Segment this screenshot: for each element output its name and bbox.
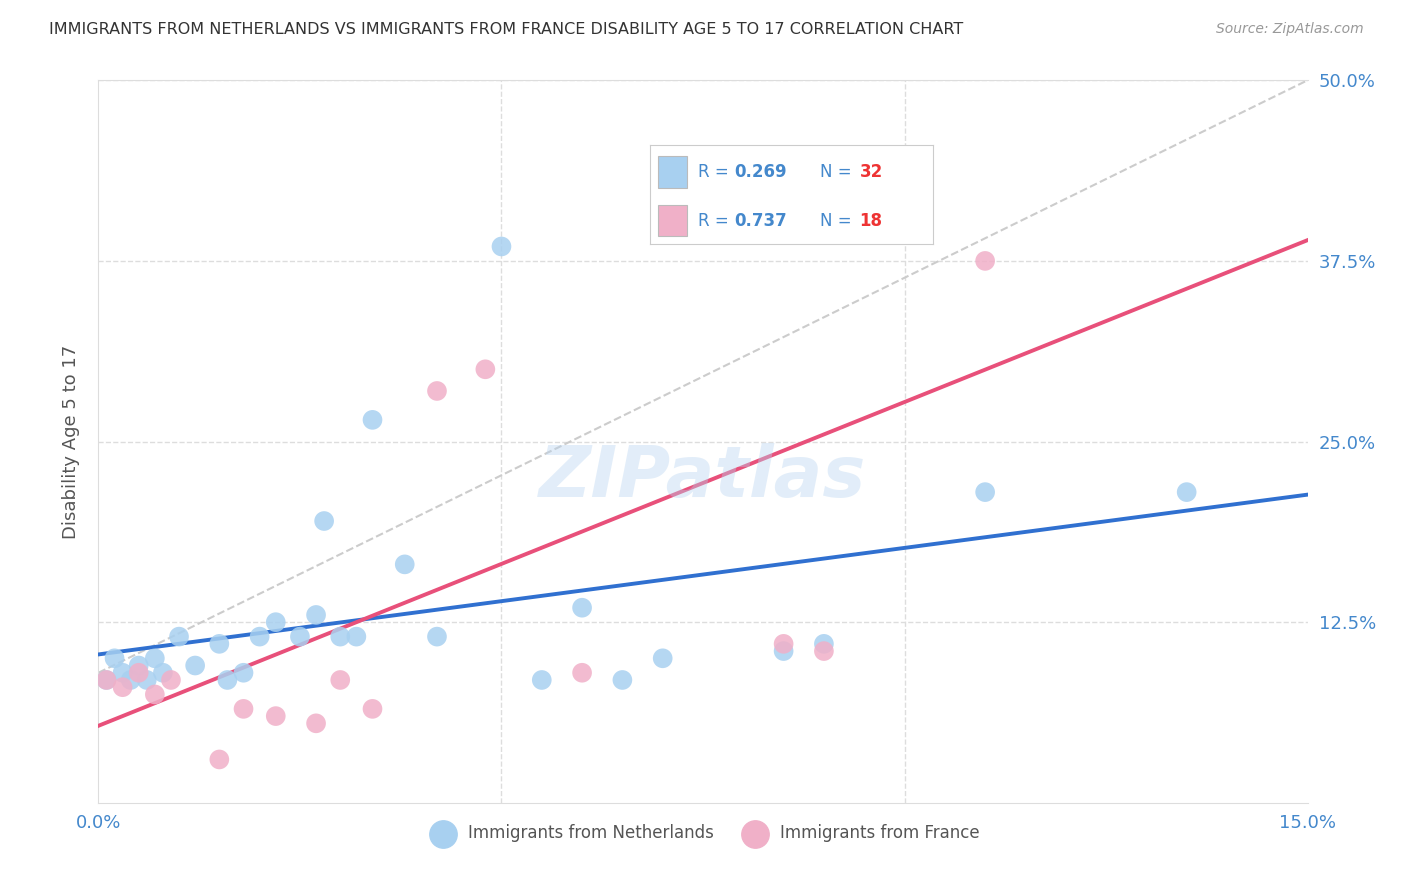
Point — [184, 658, 207, 673]
Point — [344, 630, 367, 644]
Point — [143, 687, 166, 701]
Point — [232, 665, 254, 680]
Point — [813, 637, 835, 651]
Point — [361, 702, 384, 716]
FancyBboxPatch shape — [658, 156, 686, 187]
Text: N =: N = — [820, 162, 856, 181]
Point — [143, 651, 166, 665]
Point — [208, 637, 231, 651]
Point — [167, 630, 190, 644]
Text: Source: ZipAtlas.com: Source: ZipAtlas.com — [1216, 22, 1364, 37]
Point — [152, 665, 174, 680]
Point — [305, 716, 328, 731]
Text: 18: 18 — [859, 211, 883, 229]
Text: R =: R = — [697, 162, 734, 181]
Point — [1175, 485, 1198, 500]
Text: N =: N = — [820, 211, 856, 229]
Point — [474, 362, 496, 376]
Text: 0.737: 0.737 — [735, 211, 787, 229]
Point — [329, 673, 352, 687]
Point — [305, 607, 328, 622]
FancyBboxPatch shape — [658, 204, 686, 236]
Point — [612, 673, 634, 687]
Point — [314, 514, 336, 528]
Text: 32: 32 — [859, 162, 883, 181]
Legend: Immigrants from Netherlands, Immigrants from France: Immigrants from Netherlands, Immigrants … — [419, 817, 987, 848]
Point — [135, 673, 157, 687]
Point — [772, 637, 794, 651]
Point — [120, 673, 142, 687]
Y-axis label: Disability Age 5 to 17: Disability Age 5 to 17 — [62, 344, 80, 539]
Point — [813, 644, 835, 658]
Point — [208, 752, 231, 766]
Point — [571, 600, 593, 615]
Point — [361, 413, 384, 427]
Point — [772, 644, 794, 658]
Point — [249, 630, 271, 644]
Point — [103, 651, 125, 665]
Point — [692, 153, 714, 167]
Point — [128, 658, 150, 673]
Point — [128, 665, 150, 680]
Point — [571, 665, 593, 680]
Text: 0.269: 0.269 — [735, 162, 787, 181]
Point — [217, 673, 239, 687]
Point — [96, 673, 118, 687]
Point — [111, 680, 134, 694]
Point — [394, 558, 416, 572]
Point — [111, 665, 134, 680]
Point — [160, 673, 183, 687]
Point — [974, 253, 997, 268]
Text: ZIPatlas: ZIPatlas — [540, 443, 866, 512]
Point — [974, 485, 997, 500]
Point — [288, 630, 311, 644]
Text: R =: R = — [697, 211, 734, 229]
Point — [232, 702, 254, 716]
Point — [329, 630, 352, 644]
Point — [264, 709, 287, 723]
Point — [96, 673, 118, 687]
Point — [491, 239, 513, 253]
Point — [426, 630, 449, 644]
Point — [651, 651, 673, 665]
Point — [264, 615, 287, 630]
Point — [426, 384, 449, 398]
Point — [530, 673, 553, 687]
Text: IMMIGRANTS FROM NETHERLANDS VS IMMIGRANTS FROM FRANCE DISABILITY AGE 5 TO 17 COR: IMMIGRANTS FROM NETHERLANDS VS IMMIGRANT… — [49, 22, 963, 37]
